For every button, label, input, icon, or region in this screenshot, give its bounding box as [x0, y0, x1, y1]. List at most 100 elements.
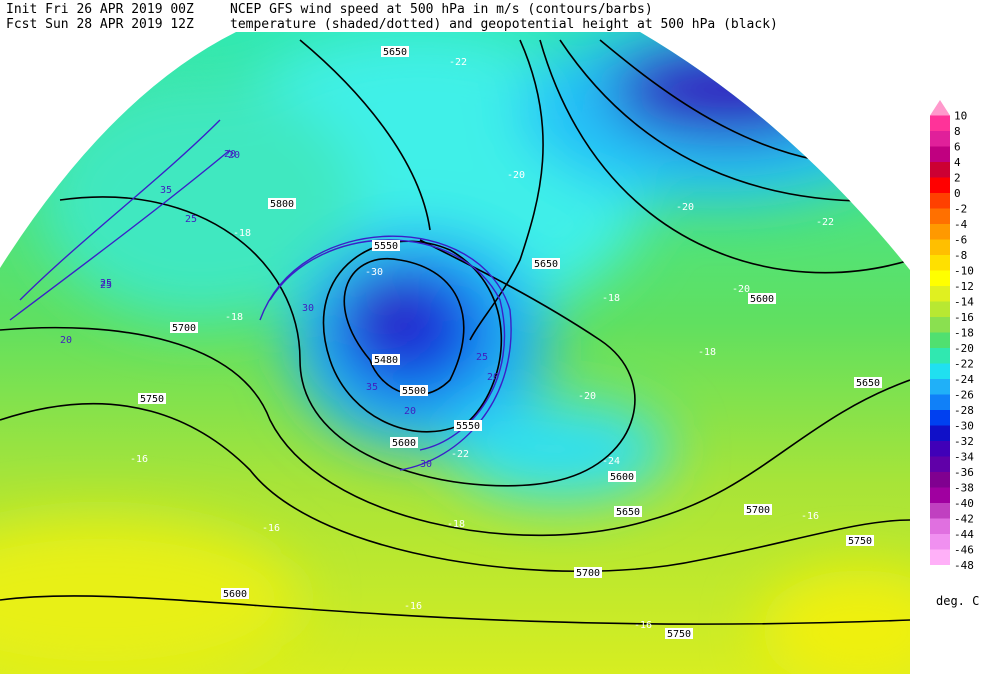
legend-swatch — [930, 332, 950, 348]
legend-swatch — [930, 270, 950, 286]
label-bg — [748, 293, 776, 304]
legend-swatch — [930, 363, 950, 379]
label-bg — [138, 393, 166, 404]
temperature-label: -22 — [816, 217, 834, 228]
height-label: 5600 — [750, 294, 774, 305]
height-label: 5700 — [576, 568, 600, 579]
legend-label: 6 — [954, 141, 961, 154]
legend-swatch — [930, 394, 950, 410]
temperature-label: -16 — [404, 601, 422, 612]
label-bg — [744, 504, 772, 515]
legend-swatch — [930, 224, 950, 240]
legend-label: -46 — [954, 544, 974, 557]
label-bg — [170, 322, 198, 333]
wind-label: 20 — [228, 150, 240, 161]
height-label: 5480 — [374, 355, 398, 366]
color-legend: 10 8 6 4 2 0 -2 -4 -6 -8 -10 -12 -14 -16 -18 -20 -22 -24 -… — [930, 100, 974, 572]
legend-swatch — [930, 549, 950, 565]
legend-swatch — [930, 348, 950, 364]
legend-label: -18 — [954, 327, 974, 340]
legend-unit: deg. C — [936, 594, 979, 608]
temperature-label: -18 — [233, 228, 251, 239]
height-label: 5750 — [667, 629, 691, 640]
legend-label: -14 — [954, 296, 974, 309]
legend-swatch — [930, 177, 950, 193]
legend-swatch — [930, 100, 950, 116]
height-label: 5700 — [746, 505, 770, 516]
legend-label: -22 — [954, 358, 974, 371]
legend-label: -6 — [954, 234, 967, 247]
height-label: 5650 — [616, 507, 640, 518]
legend-swatch — [930, 518, 950, 534]
height-label: 5650 — [383, 47, 407, 58]
temperature-label: -16 — [130, 454, 148, 465]
legend-swatch — [930, 286, 950, 302]
legend-swatch — [930, 534, 950, 550]
legend-label: -34 — [954, 451, 974, 464]
legend-label: -36 — [954, 466, 974, 479]
legend-label: -40 — [954, 497, 974, 510]
forecast-label: Fcst Sun 28 APR 2019 12Z — [6, 17, 194, 32]
legend-swatch — [930, 115, 950, 131]
temperature-label: -20 — [676, 202, 694, 213]
wind-label: 25 — [476, 352, 488, 363]
height-label: 5500 — [402, 386, 426, 397]
legend-swatch — [930, 162, 950, 178]
label-bg — [846, 535, 874, 546]
legend-label: -42 — [954, 513, 974, 526]
height-label: 5600 — [392, 438, 416, 449]
legend-label: -24 — [954, 373, 974, 386]
legend-label: -30 — [954, 420, 974, 433]
temperature-label: -20 — [732, 284, 750, 295]
temperature-label: -20 — [578, 391, 596, 402]
label-bg — [400, 385, 428, 396]
legend-label: 4 — [954, 156, 961, 169]
wind-label: 30 — [420, 459, 432, 470]
label-bg — [665, 628, 693, 639]
legend-swatch — [930, 379, 950, 395]
wind-label: 20 — [404, 406, 416, 417]
legend-label: -48 — [954, 559, 974, 572]
legend-swatch — [930, 208, 950, 224]
legend-label: -12 — [954, 280, 974, 293]
map — [0, 32, 910, 674]
temperature-label: -22 — [449, 57, 467, 68]
legend-swatch — [930, 131, 950, 147]
legend-swatch — [930, 255, 950, 271]
temperature-label: -18 — [225, 312, 243, 323]
temperature-label: -18 — [698, 347, 716, 358]
legend-label: 0 — [954, 187, 961, 200]
wind-label: 25 — [100, 278, 112, 289]
temperature-label: -16 — [634, 620, 652, 631]
legend-label: -28 — [954, 404, 974, 417]
height-label: 5750 — [848, 536, 872, 547]
wind-label: 30 — [302, 303, 314, 314]
label-bg — [532, 258, 560, 269]
legend-label: -16 — [954, 311, 974, 324]
wind-label: 35 — [160, 185, 172, 196]
legend-label: -26 — [954, 389, 974, 402]
legend-swatch — [930, 239, 950, 255]
wind-label: 35 — [366, 382, 378, 393]
height-label: 5800 — [270, 199, 294, 210]
legend-swatch — [930, 193, 950, 209]
title: NCEP GFS wind speed at 500 hPa in m/s (c… — [230, 2, 653, 17]
label-bg — [381, 46, 409, 57]
legend-swatch — [930, 472, 950, 488]
legend-label: 10 — [954, 110, 967, 123]
legend-swatch — [930, 425, 950, 441]
label-bg — [608, 471, 636, 482]
legend-label: -8 — [954, 249, 967, 262]
wind-label: 20 — [224, 149, 236, 160]
wind-label: 25 — [100, 280, 112, 291]
height-label: 5650 — [534, 259, 558, 270]
temperature-label: -24 — [602, 456, 620, 467]
legend-label: -32 — [954, 435, 974, 448]
legend-swatch — [930, 410, 950, 426]
height-label: 5600 — [223, 589, 247, 600]
legend-label: 2 — [954, 172, 961, 185]
contour-labels: 5650 5800 5650 5700 5750 5480 5500 5550 5600 5650… — [60, 46, 882, 640]
label-bg — [372, 240, 400, 251]
legend-label: -10 — [954, 265, 974, 278]
